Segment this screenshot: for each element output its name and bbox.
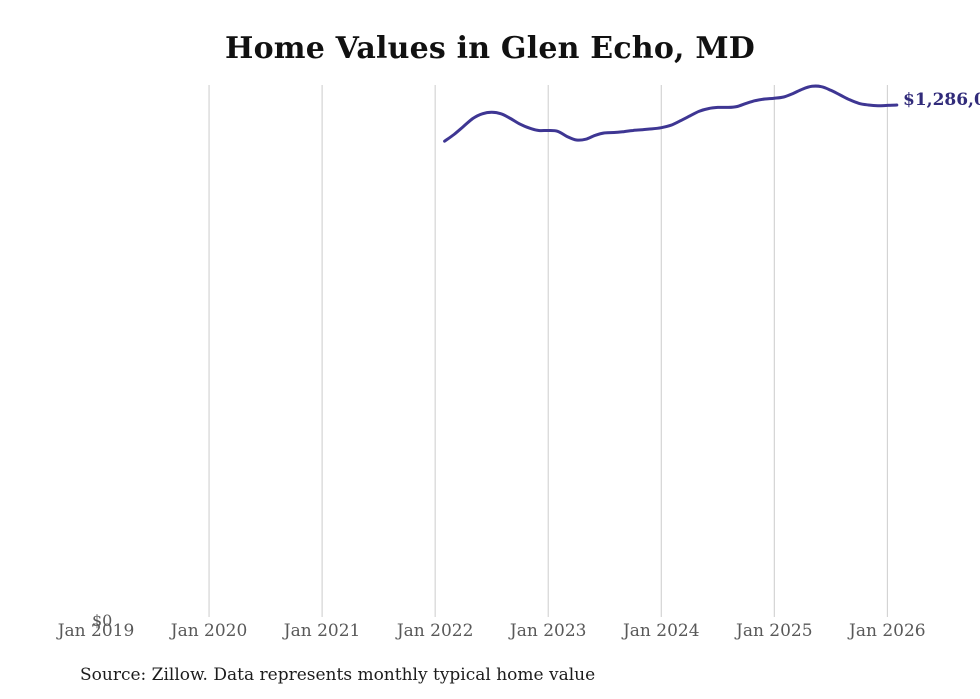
source-note: Source: Zillow. Data represents monthly … <box>80 665 596 685</box>
x-tick-label: Jan 2020 <box>170 621 248 641</box>
x-tick-label: Jan 2024 <box>622 621 700 641</box>
x-tick-label: Jan 2022 <box>396 621 474 641</box>
y-axis-zero-label: $0 <box>92 611 113 630</box>
chart-title: Home Values in Glen Echo, MD <box>225 31 755 66</box>
x-tick-label: Jan 2023 <box>509 621 587 641</box>
x-tick-label: Jan 2025 <box>736 621 813 641</box>
home-value-line <box>443 84 899 143</box>
latest-value-label: $1,286,000 <box>903 90 980 110</box>
x-tick-label: Jan 2019 <box>57 621 135 641</box>
x-tick-label: Jan 2021 <box>283 621 361 641</box>
x-tick-label: Jan 2026 <box>849 621 926 641</box>
